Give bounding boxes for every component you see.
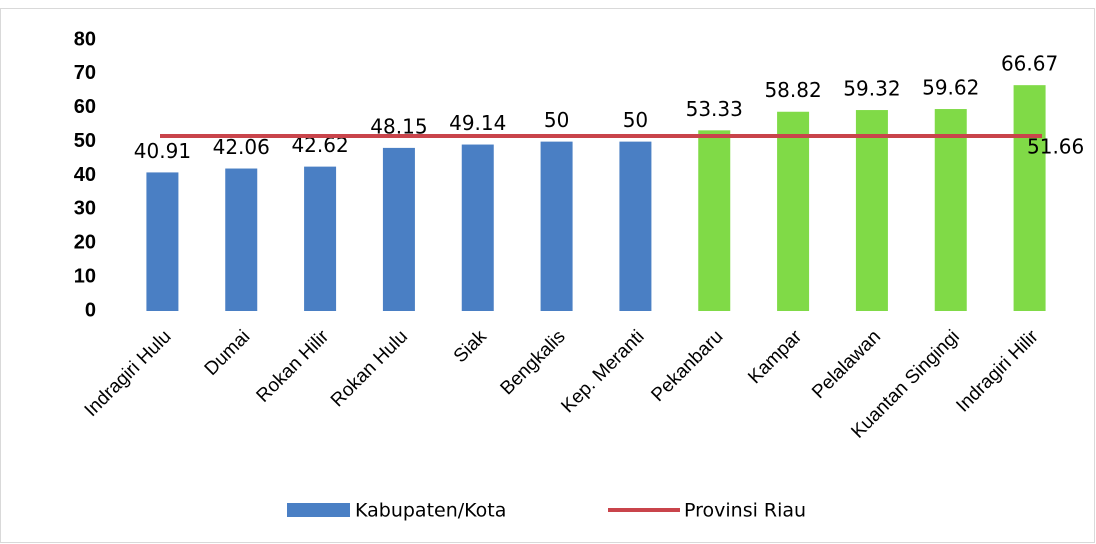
- bar: [461, 144, 494, 311]
- value-label: 53.33: [686, 97, 743, 121]
- y-tick-label: 10: [74, 265, 96, 287]
- value-label: 66.67: [1001, 52, 1058, 76]
- value-label: 50: [544, 108, 569, 132]
- legend-swatch: [287, 503, 350, 517]
- y-tick-label: 80: [74, 28, 96, 50]
- bar: [304, 166, 337, 311]
- value-label: 40.91: [134, 139, 191, 163]
- bar: [698, 130, 731, 311]
- bar: [146, 172, 179, 311]
- y-tick-label: 50: [74, 130, 96, 152]
- bar: [619, 141, 652, 311]
- value-label: 49.14: [449, 111, 506, 135]
- value-label: 59.32: [843, 77, 900, 101]
- bar: [1013, 85, 1046, 312]
- bar: [225, 168, 258, 311]
- value-label: 59.62: [922, 76, 979, 100]
- value-label: 50: [623, 108, 648, 132]
- y-tick-label: 70: [74, 62, 96, 84]
- value-label: 58.82: [764, 78, 821, 102]
- y-tick-label: 20: [74, 232, 96, 254]
- bar: [540, 141, 573, 311]
- y-tick-label: 60: [74, 96, 96, 118]
- bar: [934, 109, 967, 311]
- value-label: 42.06: [213, 135, 270, 159]
- bar: [855, 110, 888, 311]
- y-tick-label: 40: [74, 164, 96, 186]
- bar: [777, 111, 810, 311]
- legend-label: Provinsi Riau: [684, 500, 806, 522]
- legend-label: Kabupaten/Kota: [355, 500, 506, 522]
- y-tick-label: 30: [74, 198, 96, 220]
- y-tick-label: 0: [85, 299, 96, 321]
- reference-label: 51.66: [1027, 135, 1084, 159]
- bar: [382, 147, 415, 311]
